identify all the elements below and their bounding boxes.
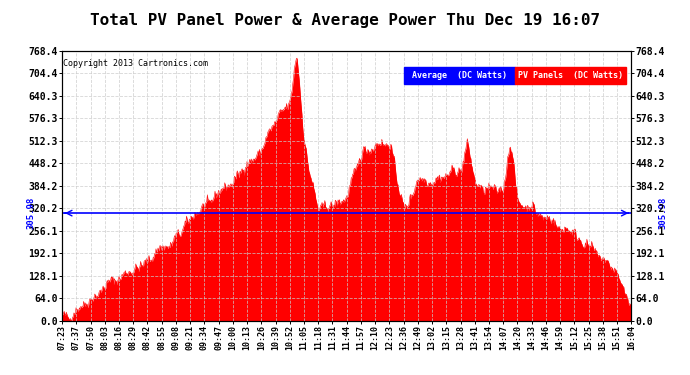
Text: 305.98: 305.98	[26, 197, 35, 229]
Text: Copyright 2013 Cartronics.com: Copyright 2013 Cartronics.com	[63, 59, 208, 68]
FancyBboxPatch shape	[404, 67, 515, 84]
Text: Average  (DC Watts): Average (DC Watts)	[412, 71, 506, 80]
FancyBboxPatch shape	[515, 67, 626, 84]
Text: PV Panels  (DC Watts): PV Panels (DC Watts)	[518, 71, 622, 80]
Text: 305.98: 305.98	[658, 197, 667, 229]
Text: Total PV Panel Power & Average Power Thu Dec 19 16:07: Total PV Panel Power & Average Power Thu…	[90, 13, 600, 28]
